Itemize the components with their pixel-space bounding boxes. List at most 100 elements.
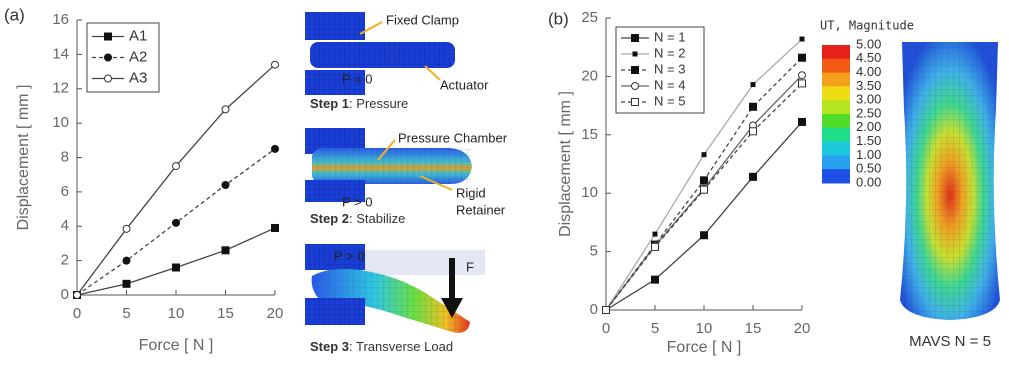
marker [222, 106, 229, 113]
colorbar-band [822, 142, 850, 156]
step-caption: Step 2: Stabilize [310, 211, 405, 226]
step-caption: Step 1: Pressure [310, 96, 408, 111]
x-tick-label: 10 [168, 305, 185, 322]
colorbar-band [822, 45, 850, 59]
y-tick-label: 4 [61, 217, 69, 234]
callout: P = 0 [342, 71, 372, 86]
y-tick-label: 14 [52, 45, 69, 62]
marker [800, 37, 805, 42]
marker [632, 83, 639, 90]
x-tick-label: 20 [267, 305, 284, 322]
y-axis-title: Displacement [ mm ] [557, 91, 574, 237]
marker [700, 231, 708, 239]
marker [271, 145, 279, 153]
series-line [77, 228, 275, 295]
colorbar-band [822, 128, 850, 142]
marker [631, 66, 639, 74]
marker [702, 152, 707, 157]
y-tick-label: 6 [61, 183, 69, 200]
marker [751, 82, 756, 87]
contour-title: UT, Magnitude [820, 19, 914, 33]
y-tick-label: 0 [61, 286, 69, 303]
marker [222, 181, 230, 189]
colorbar-band [822, 155, 850, 169]
marker [700, 176, 708, 184]
y-tick-label: 5 [590, 243, 598, 260]
mavs-body [900, 42, 1000, 320]
marker [104, 54, 112, 62]
colorbar-label: 3.50 [856, 78, 881, 93]
step-3-diagram [305, 244, 485, 333]
callout: Retainer [456, 202, 506, 217]
marker [104, 33, 112, 41]
legend-label: N = 4 [654, 77, 685, 92]
colorbar-band [822, 114, 850, 128]
marker [123, 257, 131, 265]
legend-label: N = 3 [654, 61, 685, 76]
x-tick-label: 15 [745, 320, 762, 337]
marker [632, 99, 639, 106]
legend-label: A1 [129, 27, 147, 44]
y-tick-label: 8 [61, 148, 69, 165]
callout: Fixed Clamp [386, 12, 459, 27]
contour-caption: MAVS N = 5 [909, 333, 991, 350]
marker [123, 225, 130, 232]
marker [749, 173, 757, 181]
marker [272, 61, 279, 68]
marker [74, 292, 81, 299]
marker [123, 280, 131, 288]
colorbar-label: 3.00 [856, 92, 881, 107]
callout: P > 0 [342, 194, 372, 209]
legend-label: A3 [129, 69, 147, 86]
figure: (a) (b) Fixed Clamp Actuator P = 0 Step … [0, 0, 1009, 362]
colorbar-label: 0.50 [856, 161, 881, 176]
callout: Rigid [456, 185, 486, 200]
y-tick-label: 15 [581, 126, 598, 143]
colorbar-label: 2.00 [856, 119, 881, 134]
marker [750, 128, 757, 135]
series-line [606, 83, 802, 310]
y-axis-title: Displacement [ mm ] [15, 85, 32, 231]
marker [799, 72, 806, 79]
marker [653, 232, 658, 237]
marker [222, 246, 230, 254]
step-caption: Step 3: Transverse Load [310, 339, 453, 354]
colorbar-band [822, 73, 850, 87]
y-tick-label: 10 [52, 114, 69, 131]
marker [105, 75, 112, 82]
legend-label: A2 [129, 48, 147, 65]
colorbar-label: 2.50 [856, 105, 881, 120]
series-line [77, 65, 275, 295]
legend-label: N = 2 [654, 45, 685, 60]
colorbar-label: 1.00 [856, 147, 881, 162]
marker [651, 276, 659, 284]
marker [271, 224, 279, 232]
marker [749, 103, 757, 111]
series-line [606, 122, 802, 310]
x-tick-label: 0 [602, 320, 610, 337]
colorbar-band [822, 86, 850, 100]
callout: Pressure Chamber [398, 130, 508, 145]
marker [172, 264, 180, 272]
colorbar: 5.004.504.003.503.002.502.001.501.000.50… [822, 36, 881, 189]
marker [799, 80, 806, 87]
y-tick-label: 25 [581, 9, 598, 26]
legend-label: N = 1 [654, 29, 685, 44]
x-tick-label: 20 [794, 320, 811, 337]
marker [173, 163, 180, 170]
x-tick-label: 5 [122, 305, 130, 322]
colorbar-label: 5.00 [856, 36, 881, 51]
marker [631, 34, 639, 42]
panel-label: (a) [4, 5, 25, 24]
y-tick-label: 16 [52, 11, 69, 28]
x-tick-label: 15 [217, 305, 234, 322]
marker [603, 307, 610, 314]
colorbar-label: 4.50 [856, 50, 881, 65]
callout: F [466, 259, 474, 274]
y-tick-label: 12 [52, 80, 69, 97]
y-tick-label: 20 [581, 67, 598, 84]
colorbar-label: 1.50 [856, 133, 881, 148]
callout: P > 0 [334, 248, 364, 263]
marker [172, 219, 180, 227]
y-tick-label: 10 [581, 184, 598, 201]
